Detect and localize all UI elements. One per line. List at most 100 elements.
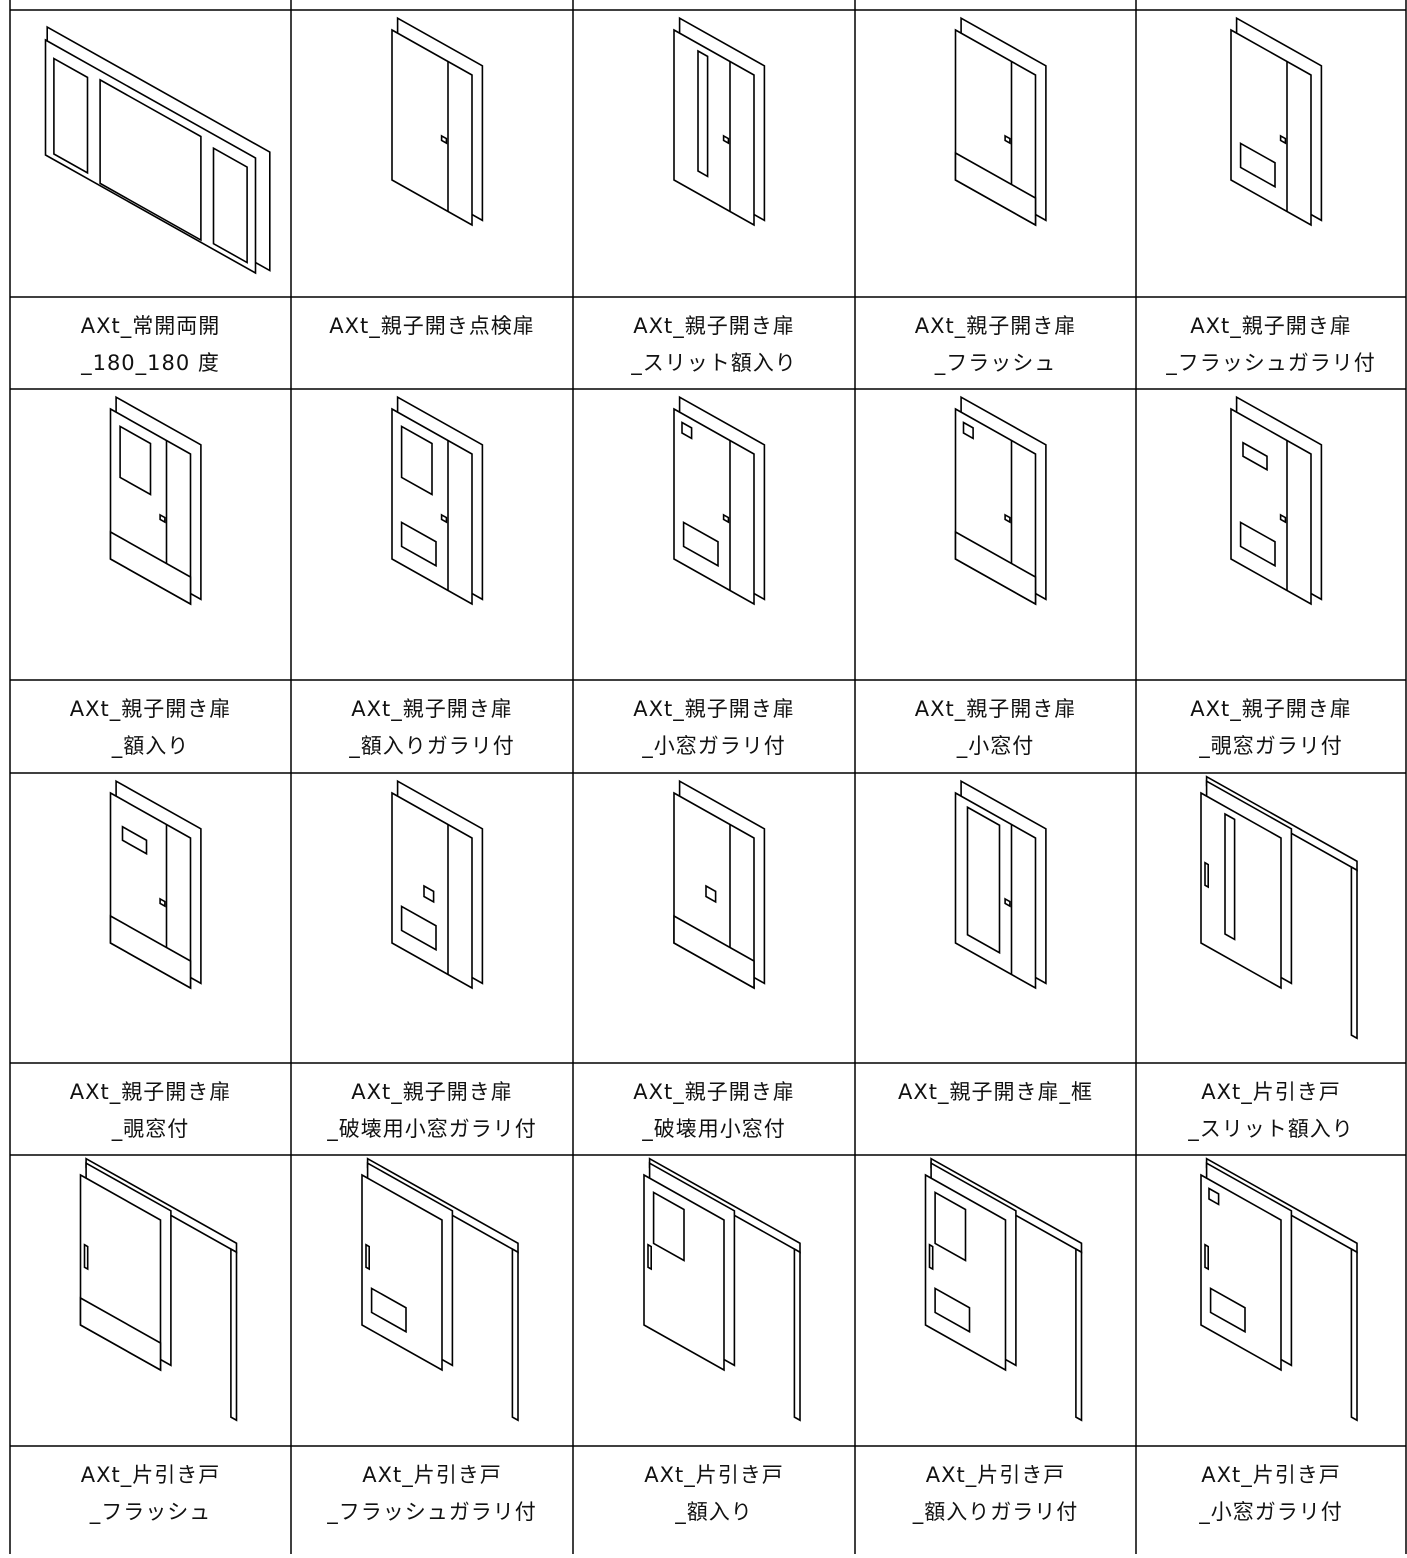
small-window	[962, 421, 974, 440]
door-handle	[1004, 513, 1011, 524]
pull-handle	[1204, 1243, 1209, 1271]
door-handle	[722, 134, 730, 145]
slit-window	[697, 49, 709, 178]
cell-label: AXt_片引き戸	[362, 1463, 502, 1488]
cell-label: _小窓ガラリ付	[1198, 1500, 1343, 1525]
door-illustration	[109, 395, 202, 606]
cell-label: _額入り	[674, 1500, 753, 1525]
door-illustration	[673, 779, 766, 990]
cell-label: AXt_親子開き扉	[70, 1080, 232, 1105]
louver	[1239, 521, 1276, 568]
small-window	[1208, 1187, 1220, 1206]
door-illustration	[391, 395, 484, 606]
cell-label: AXt_親子開き扉	[70, 697, 232, 722]
frame-post	[793, 1247, 801, 1422]
glass-window	[400, 425, 433, 496]
glass-window	[119, 425, 152, 496]
cell-label: _破壊用小窓付	[641, 1117, 786, 1142]
cell-label: AXt_親子開き扉	[915, 314, 1077, 339]
door-illustration	[673, 16, 766, 227]
pull-handle	[928, 1243, 934, 1271]
side-panel	[53, 57, 89, 175]
door-handle	[159, 897, 166, 908]
frame-glass	[966, 805, 1001, 955]
door-handle	[722, 513, 730, 524]
break-window	[423, 884, 435, 904]
cell-label: AXt_親子開き扉	[351, 697, 513, 722]
cell-label: AXt_親子開き扉	[1190, 314, 1352, 339]
side-panel	[212, 146, 248, 264]
cell-label: _額入り	[111, 734, 190, 759]
door-illustration	[109, 779, 202, 990]
cell-label: AXt_親子開き扉	[633, 697, 795, 722]
cell-label: AXt_常開両開	[81, 314, 221, 339]
cell-label: _小窓付	[956, 734, 1035, 759]
louver	[934, 1287, 971, 1334]
slit-window	[1224, 812, 1236, 941]
small-window	[681, 421, 693, 440]
cell-label: _スリット額入り	[630, 351, 797, 376]
door-leaf	[1230, 28, 1312, 227]
cell-label: AXt_片引き戸	[1201, 1080, 1341, 1105]
door-handle	[1004, 897, 1011, 908]
cell-label: AXt_片引き戸	[644, 1463, 784, 1488]
cell-label: _フラッシュガラリ付	[326, 1500, 537, 1525]
cell-label: AXt_親子開き扉_框	[898, 1080, 1093, 1105]
door-illustration	[924, 1157, 1083, 1422]
break-window	[705, 884, 717, 904]
cell-label: _小窓ガラリ付	[641, 734, 786, 759]
door-illustration	[643, 1157, 801, 1422]
louver	[1209, 1287, 1246, 1334]
door-illustration	[391, 779, 484, 990]
kick-panel	[109, 914, 192, 990]
door-illustration	[1230, 395, 1323, 606]
frame-post	[1350, 1247, 1358, 1422]
glass-window	[652, 1191, 685, 1262]
door-illustration	[361, 1157, 519, 1422]
door-illustration	[673, 395, 766, 606]
view-window	[121, 825, 148, 856]
louver	[400, 905, 437, 952]
pull-handle	[1204, 861, 1209, 889]
louver	[1239, 142, 1276, 189]
door-handle	[159, 513, 166, 524]
cell-label: AXt_親子開き扉	[633, 1080, 795, 1105]
cell-label: _覗窓付	[111, 1117, 190, 1142]
door-leaf	[361, 1173, 443, 1372]
door-handle	[440, 513, 448, 524]
kick-panel	[109, 530, 192, 606]
kick-panel	[79, 1296, 162, 1372]
door-handle	[440, 134, 448, 145]
cell-label: AXt_親子開き扉	[1190, 697, 1352, 722]
door-leaf	[673, 28, 755, 227]
pull-handle	[83, 1243, 89, 1271]
frame-post	[511, 1247, 519, 1422]
frame-post	[230, 1247, 238, 1422]
pull-handle	[647, 1243, 653, 1271]
door-illustration	[1200, 1157, 1358, 1422]
door-illustration	[954, 395, 1047, 606]
kick-panel	[954, 530, 1037, 606]
door-illustration	[954, 16, 1047, 227]
kick-panel	[673, 914, 755, 990]
door-illustration	[954, 779, 1047, 990]
cell-label: AXt_親子開き点検扉	[329, 314, 535, 339]
cell-label: AXt_片引き戸	[926, 1463, 1066, 1488]
door-handle	[1279, 134, 1287, 145]
cell-label: _額入りガラリ付	[912, 1500, 1079, 1525]
center-panel	[99, 78, 202, 242]
kick-panel	[954, 151, 1037, 227]
louver	[682, 521, 719, 568]
cell-label: _スリット額入り	[1187, 1117, 1354, 1142]
door-illustration	[44, 25, 271, 275]
door-illustration	[1230, 16, 1323, 227]
pull-handle	[365, 1243, 371, 1271]
cell-label: _フラッシュ	[89, 1500, 212, 1525]
door-handle	[1279, 513, 1287, 524]
door-leaf	[1200, 791, 1282, 990]
cell-label: _覗窓ガラリ付	[1198, 734, 1343, 759]
cell-label: AXt_親子開き扉	[351, 1080, 513, 1105]
cell-label: _フラッシュ	[934, 351, 1057, 376]
cell-label: AXt_親子開き扉	[633, 314, 795, 339]
